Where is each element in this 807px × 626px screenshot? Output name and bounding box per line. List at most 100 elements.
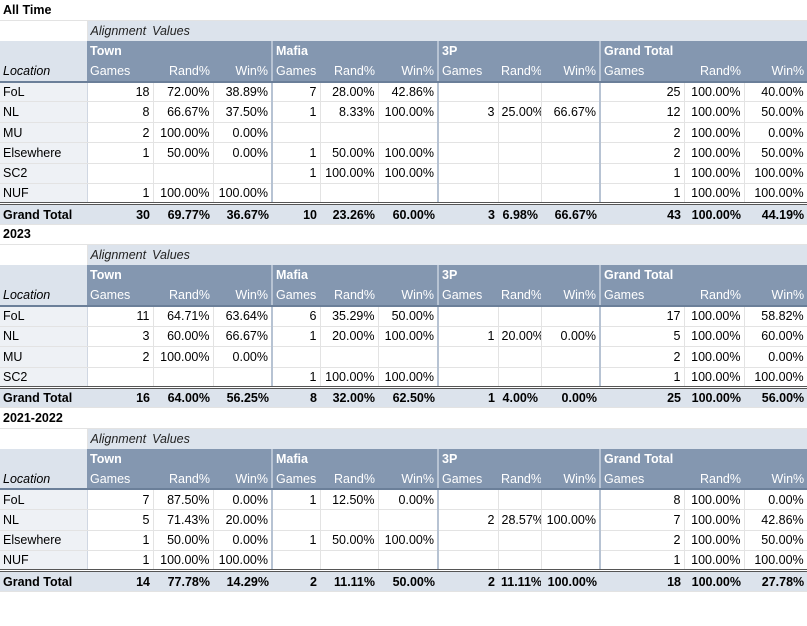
value-cell[interactable]: 25	[599, 81, 685, 103]
total-value-cell[interactable]: 44.19%	[744, 202, 807, 225]
total-value-cell[interactable]: 62.50%	[378, 385, 438, 409]
column-header-rand-pct[interactable]: Rand%	[153, 285, 213, 307]
value-cell[interactable]: 0.00%	[213, 346, 273, 368]
column-header-games[interactable]: Games	[87, 285, 153, 307]
value-cell[interactable]: 100.00%	[153, 183, 214, 205]
group-header-mafia[interactable]: Mafia	[271, 265, 438, 286]
group-header-town[interactable]: Town	[87, 448, 272, 469]
group-header-grand-total[interactable]: Grand Total	[598, 40, 807, 62]
column-header-win-pct[interactable]: Win%	[744, 468, 807, 491]
value-cell[interactable]	[437, 530, 499, 552]
value-cell[interactable]: 2	[87, 346, 154, 368]
column-header-win-pct[interactable]: Win%	[213, 61, 272, 83]
value-cell[interactable]: 12	[599, 101, 685, 123]
value-cell[interactable]	[320, 122, 379, 144]
total-value-cell[interactable]: 11.11%	[498, 569, 541, 592]
column-header-rand-pct[interactable]: Rand%	[498, 285, 541, 307]
column-header-rand-pct[interactable]: Rand%	[153, 61, 213, 83]
total-value-cell[interactable]: 43	[600, 202, 684, 225]
value-cell[interactable]	[437, 81, 499, 103]
value-cell[interactable]: 35.29%	[320, 305, 379, 327]
value-cell[interactable]	[498, 183, 542, 205]
value-cell[interactable]: 0.00%	[744, 122, 807, 144]
total-value-cell[interactable]: 25	[600, 385, 684, 409]
value-cell[interactable]	[498, 142, 542, 164]
value-cell[interactable]: 2	[599, 530, 685, 552]
location-cell[interactable]: FoL	[0, 81, 88, 103]
value-cell[interactable]: 0.00%	[378, 489, 439, 511]
value-cell[interactable]	[320, 346, 379, 368]
value-cell[interactable]: 8.33%	[320, 101, 379, 123]
group-header-town[interactable]: Town	[87, 40, 272, 62]
value-cell[interactable]: 100.00%	[378, 326, 439, 348]
value-cell[interactable]: 0.00%	[541, 326, 601, 348]
value-cell[interactable]: 50.00%	[744, 101, 807, 123]
location-cell[interactable]: Elsewhere	[0, 142, 88, 164]
column-header-win-pct[interactable]: Win%	[744, 285, 807, 307]
pivot-corner-cell[interactable]	[0, 20, 88, 41]
value-cell[interactable]: 0.00%	[213, 530, 273, 552]
column-header-games[interactable]: Games	[599, 468, 684, 491]
alignment-field-label[interactable]: Alignment	[90, 431, 147, 446]
pivot-field-labels[interactable]: Alignment Values	[87, 428, 807, 449]
value-cell[interactable]	[320, 509, 379, 531]
value-cell[interactable]: 60.00%	[153, 326, 214, 348]
values-field-label[interactable]: Values	[152, 431, 190, 446]
value-cell[interactable]: 100.00%	[213, 183, 273, 205]
column-header-win-pct[interactable]: Win%	[378, 285, 438, 307]
value-cell[interactable]	[437, 142, 499, 164]
value-cell[interactable]: 12.50%	[320, 489, 379, 511]
value-cell[interactable]	[87, 367, 154, 388]
total-value-cell[interactable]: 50.00%	[378, 569, 438, 592]
location-header[interactable]: Location	[0, 61, 87, 83]
value-cell[interactable]	[541, 163, 601, 185]
value-cell[interactable]	[498, 367, 542, 388]
location-cell[interactable]: MU	[0, 122, 88, 144]
total-value-cell[interactable]: 36.67%	[213, 202, 272, 225]
value-cell[interactable]: 42.86%	[378, 81, 439, 103]
total-value-cell[interactable]: 77.78%	[153, 569, 213, 592]
total-value-cell[interactable]: 100.00%	[684, 569, 744, 592]
value-cell[interactable]: 63.64%	[213, 305, 273, 327]
value-cell[interactable]	[498, 489, 542, 511]
values-field-label[interactable]: Values	[152, 248, 190, 263]
total-value-cell[interactable]: 8	[272, 385, 320, 409]
total-value-cell[interactable]: 3	[438, 202, 498, 225]
value-cell[interactable]	[498, 346, 542, 368]
column-header-win-pct[interactable]: Win%	[213, 285, 272, 307]
value-cell[interactable]: 8	[87, 101, 154, 123]
column-header-games[interactable]: Games	[87, 468, 153, 491]
value-cell[interactable]: 100.00%	[378, 142, 439, 164]
value-cell[interactable]: 100.00%	[378, 163, 439, 185]
value-cell[interactable]: 20.00%	[213, 509, 273, 531]
value-cell[interactable]: 1	[271, 142, 321, 164]
column-header-win-pct[interactable]: Win%	[378, 468, 438, 491]
column-header-games[interactable]: Games	[271, 61, 320, 83]
value-cell[interactable]: 100.00%	[378, 530, 439, 552]
value-cell[interactable]: 20.00%	[320, 326, 379, 348]
column-header-rand-pct[interactable]: Rand%	[153, 468, 213, 491]
column-header-rand-pct[interactable]: Rand%	[498, 61, 541, 83]
value-cell[interactable]: 100.00%	[684, 163, 745, 185]
column-header-games[interactable]: Games	[87, 61, 153, 83]
value-cell[interactable]: 2	[437, 509, 499, 531]
column-header-games[interactable]: Games	[437, 61, 498, 83]
value-cell[interactable]	[378, 550, 439, 572]
value-cell[interactable]: 1	[87, 142, 154, 164]
value-cell[interactable]: 100.00%	[744, 163, 807, 185]
value-cell[interactable]	[541, 530, 601, 552]
value-cell[interactable]	[437, 163, 499, 185]
value-cell[interactable]: 50.00%	[153, 530, 214, 552]
value-cell[interactable]: 100.00%	[684, 489, 745, 511]
value-cell[interactable]: 100.00%	[153, 346, 214, 368]
value-cell[interactable]: 100.00%	[684, 367, 745, 388]
value-cell[interactable]	[271, 346, 321, 368]
value-cell[interactable]: 100.00%	[684, 550, 745, 572]
value-cell[interactable]	[437, 550, 499, 572]
total-value-cell[interactable]: 56.25%	[213, 385, 272, 409]
pivot-field-labels[interactable]: Alignment Values	[87, 20, 807, 41]
value-cell[interactable]: 3	[437, 101, 499, 123]
section-title[interactable]: 2021-2022	[0, 407, 807, 429]
total-value-cell[interactable]: 0.00%	[541, 385, 600, 409]
value-cell[interactable]: 1	[599, 183, 685, 205]
